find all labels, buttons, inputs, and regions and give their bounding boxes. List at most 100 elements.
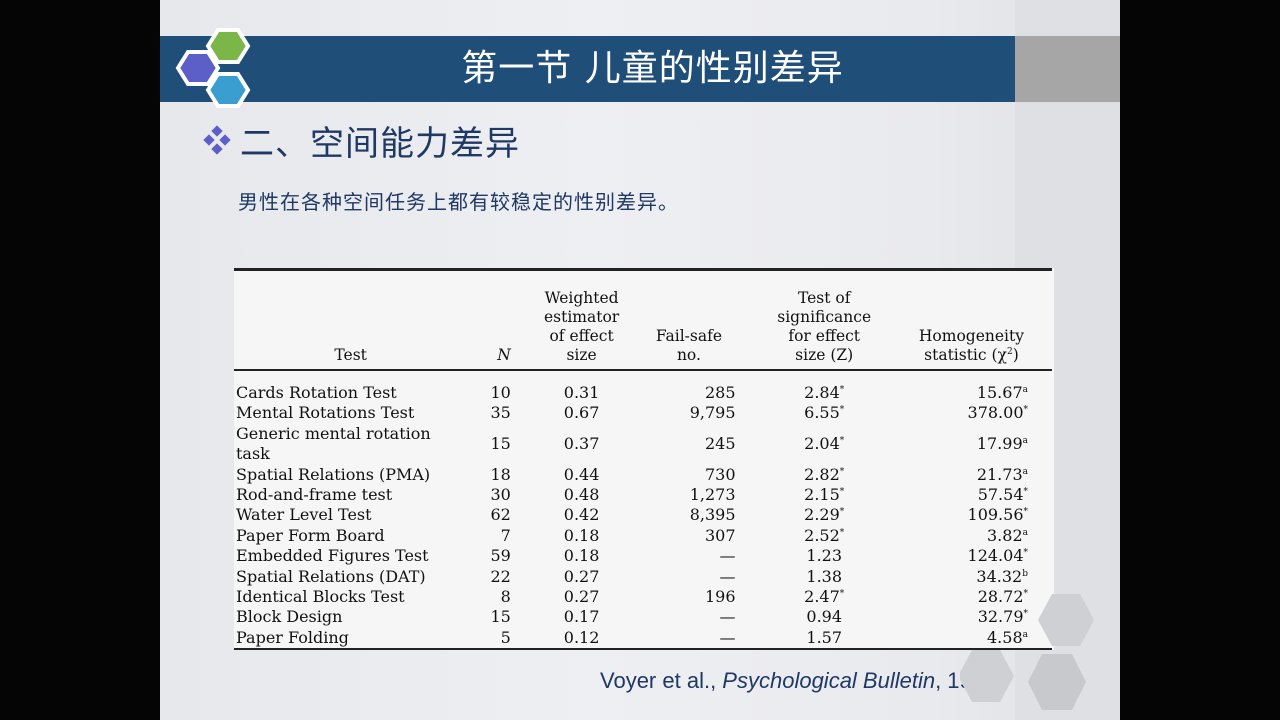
header-weighted: Weighted estimator of effect size xyxy=(543,289,620,364)
row-homogeneity: 124.04* xyxy=(967,546,1028,566)
title-bar xyxy=(160,36,1015,102)
citation-authors: Voyer et al., xyxy=(600,668,723,693)
table-row: Mental Rotations Test 35 0.67 9,795 6.55* 378… xyxy=(234,403,1052,423)
row-test: Generic mental rotation task xyxy=(236,423,431,464)
title-bar-accent xyxy=(1015,36,1120,102)
subtitle-text: 男性在各种空间任务上都有较稳定的性别差异。 xyxy=(238,190,679,214)
row-failsafe: 245 xyxy=(704,434,736,454)
row-n: 5 xyxy=(500,627,511,647)
row-weighted: 0.18 xyxy=(563,525,600,545)
header-homogeneity: Homogeneity statistic (χ2) xyxy=(918,327,1024,364)
row-test: Water Level Test xyxy=(236,505,372,525)
table-row: Identical Blocks Test 8 0.27 196 2.47* 28.72* xyxy=(234,587,1052,607)
header-failsafe: Fail-safe no. xyxy=(655,327,723,364)
row-test: Identical Blocks Test xyxy=(236,587,405,607)
header-test: Test xyxy=(334,346,367,364)
row-z: 1.57 xyxy=(806,627,843,647)
row-test: Mental Rotations Test xyxy=(236,403,415,423)
row-weighted: 0.37 xyxy=(563,434,600,454)
data-table-image: Test N Weighted estimator of effect size… xyxy=(234,268,1054,651)
row-failsafe: 9,795 xyxy=(689,403,736,423)
row-z: 2.04* xyxy=(804,434,845,454)
row-homogeneity: 28.72* xyxy=(977,587,1028,607)
row-failsafe: 8,395 xyxy=(689,505,736,525)
row-n: 30 xyxy=(490,485,511,505)
row-homogeneity: 21.73a xyxy=(976,464,1028,484)
row-test: Cards Rotation Test xyxy=(236,383,397,402)
row-n: 59 xyxy=(490,546,511,566)
row-z: 2.52* xyxy=(804,525,845,545)
row-z: 2.47* xyxy=(804,587,845,607)
row-z: 2.15* xyxy=(804,485,845,505)
row-n: 15 xyxy=(490,607,511,627)
row-failsafe: 196 xyxy=(704,587,736,607)
row-weighted: 0.44 xyxy=(563,464,600,484)
table-row: Spatial Relations (DAT) 22 0.27 — 1.38 34.32b xyxy=(234,567,1052,587)
row-failsafe: — xyxy=(719,546,736,566)
citation: Voyer et al., Psychological Bulletin, 19… xyxy=(600,668,996,694)
section-heading-text: 二、空间能力差异 xyxy=(240,123,520,164)
row-weighted: 0.48 xyxy=(563,485,600,505)
row-n: 8 xyxy=(500,587,511,607)
row-weighted: 0.27 xyxy=(563,566,600,586)
table-row: Generic mental rotation task 15 0.37 245 2.0… xyxy=(234,424,1052,465)
row-homogeneity: 378.00* xyxy=(967,403,1028,423)
diamond-bullet-icon xyxy=(203,125,231,155)
row-test: Spatial Relations (PMA) xyxy=(236,464,431,484)
row-test: Spatial Relations (DAT) xyxy=(236,566,426,586)
citation-journal: Psychological Bulletin xyxy=(722,668,936,693)
row-homogeneity: 32.79* xyxy=(977,607,1028,627)
table-row: Rod-and-frame test 30 0.48 1,273 2.15* 57.54* xyxy=(234,485,1052,505)
row-n: 22 xyxy=(490,566,511,586)
row-failsafe: 285 xyxy=(704,383,736,402)
row-test: Block Design xyxy=(236,607,343,627)
row-failsafe: — xyxy=(719,566,736,586)
row-homogeneity: 109.56* xyxy=(967,505,1028,525)
row-weighted: 0.27 xyxy=(563,587,600,607)
table-row: Block Design 15 0.17 — 0.94 32.79* xyxy=(234,607,1052,627)
table-row: Water Level Test 62 0.42 8,395 2.29* 109.56* xyxy=(234,505,1052,525)
row-n: 7 xyxy=(500,525,511,545)
row-n: 15 xyxy=(490,434,511,454)
header-n: N xyxy=(497,346,511,364)
row-z: 1.23 xyxy=(806,546,843,566)
table-header-row: Test N Weighted estimator of effect size… xyxy=(234,270,1052,371)
row-weighted: 0.12 xyxy=(563,627,600,647)
table-row: Cards Rotation Test 10 0.31 285 2.84* 15.67a xyxy=(234,370,1052,403)
section-heading: 二、空间能力差异 xyxy=(202,118,520,164)
row-failsafe: — xyxy=(719,607,736,627)
row-homogeneity: 4.58a xyxy=(987,627,1028,647)
row-z: 2.84* xyxy=(804,383,845,402)
row-test: Rod-and-frame test xyxy=(236,485,393,505)
row-n: 10 xyxy=(490,383,511,402)
row-test: Paper Folding xyxy=(236,627,349,647)
row-n: 35 xyxy=(490,403,511,423)
row-weighted: 0.18 xyxy=(563,546,600,566)
row-weighted: 0.17 xyxy=(563,607,600,627)
row-n: 62 xyxy=(490,505,511,525)
header-significance: Test of significance for effect size (Z) xyxy=(777,289,872,364)
decorative-hexagons-icon xyxy=(960,594,1094,710)
slide: 第一节 儿童的性别差异 二、空间能力差异 男性在各种空间任务上都有较稳定的性别差… xyxy=(160,0,1120,720)
table-body: Cards Rotation Test 10 0.31 285 2.84* 15.67a M… xyxy=(234,370,1052,650)
row-test: Paper Form Board xyxy=(236,525,385,545)
slide-title: 第一节 儿童的性别差异 xyxy=(461,48,844,89)
row-weighted: 0.67 xyxy=(563,403,600,423)
table-row: Paper Folding 5 0.12 — 1.57 4.58a xyxy=(234,628,1052,649)
table-row: Paper Form Board 7 0.18 307 2.52* 3.82a xyxy=(234,526,1052,546)
row-failsafe: 730 xyxy=(704,464,736,484)
hexagon-logo-icon xyxy=(175,28,251,108)
row-homogeneity: 57.54* xyxy=(977,485,1028,505)
row-failsafe: 1,273 xyxy=(689,485,736,505)
row-n: 18 xyxy=(490,464,511,484)
row-homogeneity: 34.32b xyxy=(976,566,1028,586)
row-z: 2.29* xyxy=(804,505,845,525)
row-weighted: 0.42 xyxy=(563,505,600,525)
row-z: 1.38 xyxy=(806,566,843,586)
row-z: 2.82* xyxy=(804,464,845,484)
results-table: Test N Weighted estimator of effect size… xyxy=(234,268,1052,650)
row-weighted: 0.31 xyxy=(563,383,600,402)
row-test: Embedded Figures Test xyxy=(236,546,429,566)
row-homogeneity: 3.82a xyxy=(987,525,1028,545)
row-homogeneity: 15.67a xyxy=(976,383,1028,402)
